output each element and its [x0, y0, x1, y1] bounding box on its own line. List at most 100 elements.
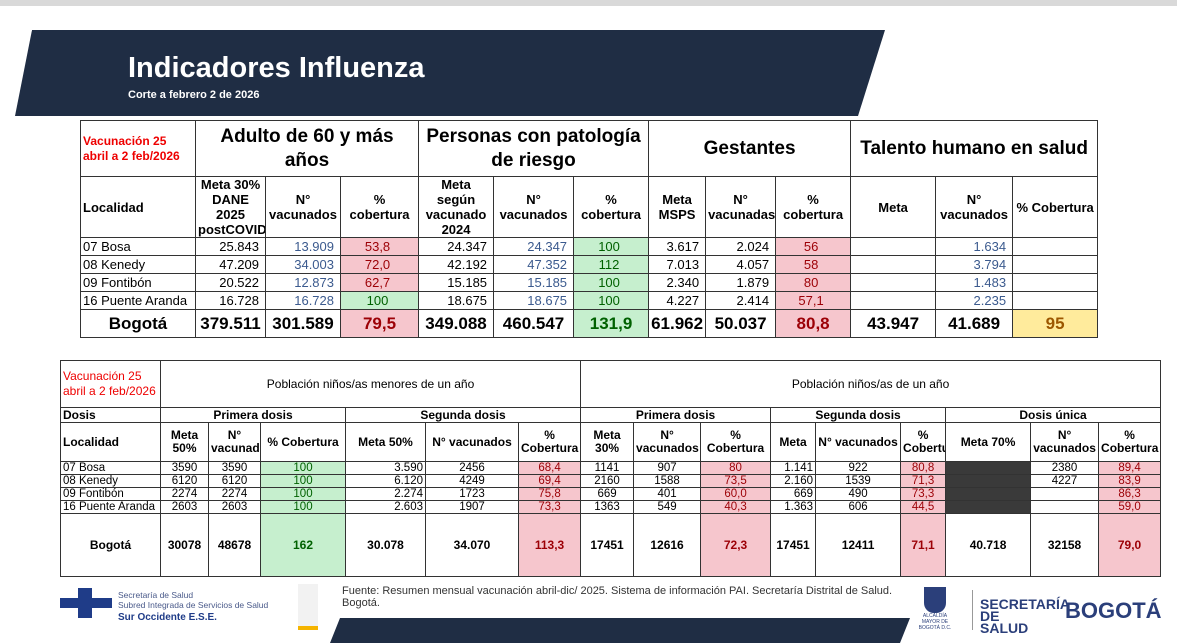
cell — [1013, 256, 1098, 274]
footer-stripes — [300, 618, 920, 643]
column-header: % Cobertura — [901, 423, 946, 462]
column-header: N° vacunadas — [706, 177, 776, 238]
cell: 1141 — [581, 462, 634, 475]
column-header: N° vacunados — [494, 177, 574, 238]
subred-logo — [60, 588, 112, 618]
cell: 460.547 — [494, 310, 574, 338]
cell: 79,5 — [341, 310, 419, 338]
cell: 3.617 — [649, 238, 706, 256]
cell: 100 — [261, 501, 346, 514]
cell: 131,9 — [574, 310, 649, 338]
cell: 72,3 — [701, 514, 771, 577]
column-header: Meta 30% — [581, 423, 634, 462]
cell: 349.088 — [419, 310, 494, 338]
cell: 71,1 — [901, 514, 946, 577]
column-header: Meta — [851, 177, 936, 238]
cell: 71,3 — [901, 475, 946, 488]
cell: 73,3 — [519, 501, 581, 514]
cell: 2160 — [581, 475, 634, 488]
column-header: N° vacunados — [634, 423, 701, 462]
cell: 100 — [341, 292, 419, 310]
cell: 57,1 — [776, 292, 851, 310]
org-line: Sur Occidente E.S.E. — [118, 613, 268, 623]
cell — [851, 256, 936, 274]
cell: 4.227 — [649, 292, 706, 310]
dose-header: Primera dosis — [161, 408, 346, 423]
cell: 669 — [771, 488, 816, 501]
cell: 1363 — [581, 501, 634, 514]
cell: 80 — [776, 274, 851, 292]
cell: 100 — [261, 462, 346, 475]
dose-header: Dosis única — [946, 408, 1161, 423]
cell: 379.511 — [196, 310, 266, 338]
cell: 16.728 — [266, 292, 341, 310]
dose-header: Segunda dosis — [346, 408, 581, 423]
cell: 48678 — [209, 514, 261, 577]
shield — [924, 587, 946, 613]
cell: 17451 — [771, 514, 816, 577]
cell — [946, 488, 1031, 501]
cell: 73,5 — [701, 475, 771, 488]
cell: 1.141 — [771, 462, 816, 475]
cell: 44,5 — [901, 501, 946, 514]
group-row: Vacunación 25 abril a 2 feb/2026Adulto d… — [81, 121, 1098, 177]
cell: 2.274 — [346, 488, 426, 501]
locality: 16 Puente Aranda — [81, 292, 196, 310]
column-header: N° vacunados — [209, 423, 261, 462]
column-row: LocalidadMeta 50%N° vacunados% Cobertura… — [61, 423, 1161, 462]
source-note: Fuente: Resumen mensual vacunación abril… — [342, 585, 902, 609]
column-header: % Cobertura — [1013, 177, 1098, 238]
cell: 50.037 — [706, 310, 776, 338]
locality: 09 Fontibón — [81, 274, 196, 292]
cell: 80,8 — [901, 462, 946, 475]
cell: 18.675 — [494, 292, 574, 310]
cell: 62,7 — [341, 274, 419, 292]
cell: 1588 — [634, 475, 701, 488]
cell — [851, 238, 936, 256]
locality: 09 Fontibón — [61, 488, 161, 501]
cell: 40,3 — [701, 501, 771, 514]
cell: 20.522 — [196, 274, 266, 292]
cell: 69,4 — [519, 475, 581, 488]
locality: Bogotá — [81, 310, 196, 338]
bogota-logo: BOGOTÁ — [1065, 598, 1162, 624]
cell: 13.909 — [266, 238, 341, 256]
locality: Bogotá — [61, 514, 161, 577]
subtitle: Corte a febrero 2 de 2026 — [128, 89, 259, 101]
cell: 41.689 — [936, 310, 1013, 338]
logo-bar — [78, 588, 92, 618]
cell: 606 — [816, 501, 901, 514]
column-header: % Cobertura — [701, 423, 771, 462]
cell: 2.414 — [706, 292, 776, 310]
cell: 59,0 — [1099, 501, 1161, 514]
page: Indicadores Influenza {"header":{"title"… — [0, 0, 1177, 643]
cell — [1013, 274, 1098, 292]
cell: 2456 — [426, 462, 519, 475]
cell: 1.634 — [936, 238, 1013, 256]
cell: 2380 — [1031, 462, 1099, 475]
dose-label: Dosis — [61, 408, 161, 423]
cell: 6.120 — [346, 475, 426, 488]
cell: 100 — [574, 274, 649, 292]
cell: 42.192 — [419, 256, 494, 274]
cell: 3590 — [209, 462, 261, 475]
column-header: Meta 30% DANE 2025 postCOVID — [196, 177, 266, 238]
cell: 669 — [581, 488, 634, 501]
group-header: Población niños/as menores de un año — [161, 361, 581, 408]
column-header: Meta 50% — [161, 423, 209, 462]
cell: 30.078 — [346, 514, 426, 577]
cell: 490 — [816, 488, 901, 501]
cell: 61.962 — [649, 310, 706, 338]
cell: 6120 — [161, 475, 209, 488]
cell: 4249 — [426, 475, 519, 488]
cell: 2274 — [209, 488, 261, 501]
org-line: Subred Integrada de Servicios de Salud — [118, 600, 268, 610]
cell: 2.160 — [771, 475, 816, 488]
cell: 100 — [574, 292, 649, 310]
column-row: LocalidadMeta 30% DANE 2025 postCOVID N° … — [81, 177, 1098, 238]
cell — [1031, 501, 1099, 514]
column-header: Localidad — [81, 177, 196, 238]
cell: 1723 — [426, 488, 519, 501]
